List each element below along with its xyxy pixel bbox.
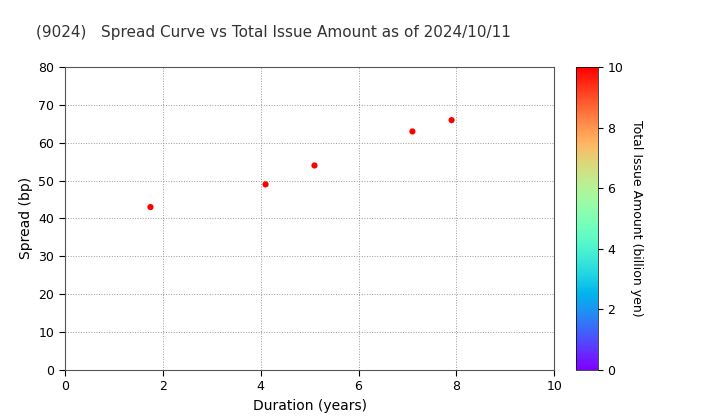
Y-axis label: Spread (bp): Spread (bp) bbox=[19, 177, 33, 260]
Point bbox=[260, 181, 271, 188]
Text: (9024)   Spread Curve vs Total Issue Amount as of 2024/10/11: (9024) Spread Curve vs Total Issue Amoun… bbox=[36, 25, 511, 40]
Point bbox=[407, 128, 418, 135]
X-axis label: Duration (years): Duration (years) bbox=[253, 399, 366, 412]
Y-axis label: Total Issue Amount (billion yen): Total Issue Amount (billion yen) bbox=[630, 120, 643, 317]
Point bbox=[309, 162, 320, 169]
Point bbox=[145, 204, 156, 210]
Point bbox=[446, 117, 457, 123]
